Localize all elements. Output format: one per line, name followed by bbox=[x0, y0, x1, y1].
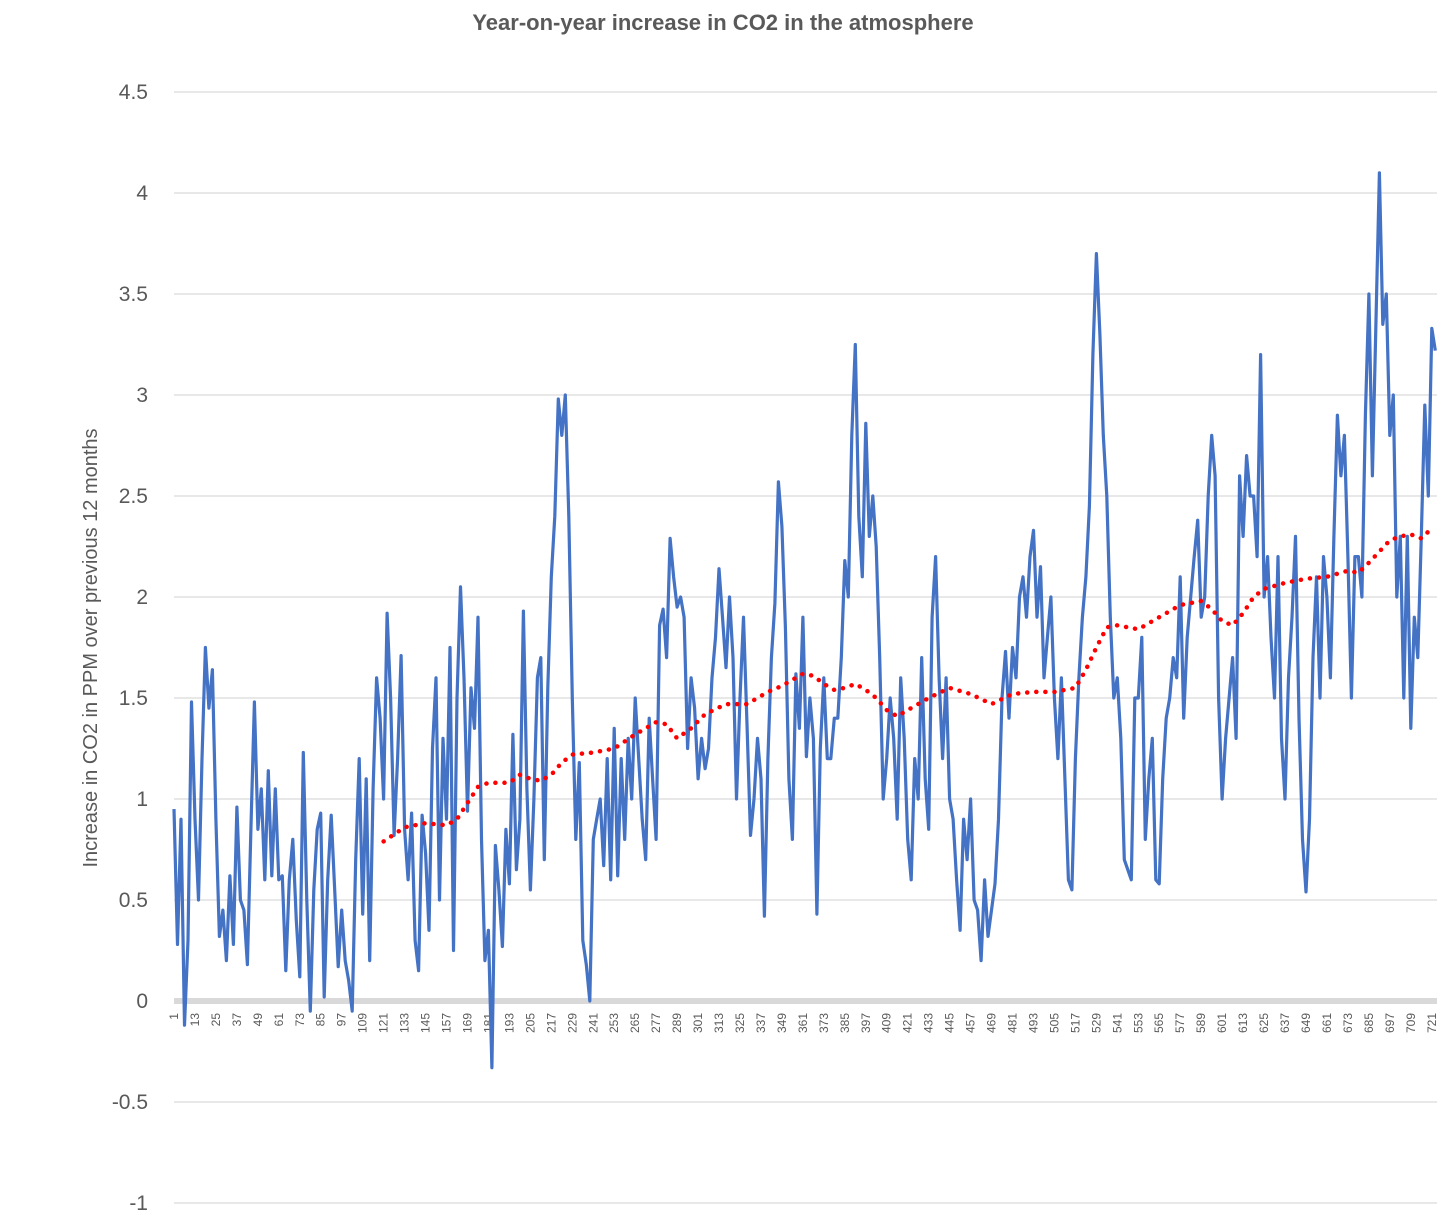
x-tick-label: 697 bbox=[1383, 1013, 1397, 1033]
x-tick-label: 193 bbox=[502, 1013, 516, 1033]
x-tick-label: 625 bbox=[1257, 1013, 1271, 1033]
x-tick-label: 229 bbox=[565, 1013, 579, 1033]
x-tick-label: 481 bbox=[1006, 1013, 1020, 1033]
y-tick-label: 0 bbox=[136, 990, 148, 1013]
y-tick-label: 1.5 bbox=[119, 687, 148, 710]
x-tick-label: 337 bbox=[754, 1013, 768, 1033]
x-tick-label: 49 bbox=[251, 1013, 265, 1027]
x-tick-label: 721 bbox=[1425, 1013, 1439, 1033]
x-tick-label: 301 bbox=[691, 1013, 705, 1033]
y-tick-label: 2 bbox=[136, 586, 148, 609]
x-tick-label: 709 bbox=[1404, 1013, 1418, 1033]
y-tick-label: 1 bbox=[136, 788, 148, 811]
x-tick-label: 421 bbox=[901, 1013, 915, 1033]
x-tick-label: 685 bbox=[1362, 1013, 1376, 1033]
x-tick-label: 37 bbox=[230, 1013, 244, 1027]
gridlines bbox=[174, 91, 1437, 1204]
x-tick-label: 1 bbox=[167, 1013, 181, 1020]
x-tick-label: 169 bbox=[460, 1013, 474, 1033]
trend-line-dotted bbox=[381, 526, 1435, 844]
x-tick-label: 577 bbox=[1173, 1013, 1187, 1033]
x-tick-label: 673 bbox=[1341, 1013, 1355, 1033]
x-tick-label: 277 bbox=[649, 1013, 663, 1033]
x-tick-label: 469 bbox=[985, 1013, 999, 1033]
x-tick-label: 97 bbox=[335, 1013, 349, 1027]
x-tick-label: 109 bbox=[356, 1013, 370, 1033]
x-tick-label: 505 bbox=[1047, 1013, 1061, 1033]
x-tick-label: 289 bbox=[670, 1013, 684, 1033]
x-tick-label: 121 bbox=[377, 1013, 391, 1033]
x-tick-label: 589 bbox=[1194, 1013, 1208, 1033]
y-tick-label: -0.5 bbox=[112, 1091, 148, 1114]
x-tick-label: 145 bbox=[419, 1013, 433, 1033]
x-tick-label: 565 bbox=[1152, 1013, 1166, 1033]
x-tick-label: 601 bbox=[1215, 1013, 1229, 1033]
x-tick-label: 457 bbox=[964, 1013, 978, 1033]
x-axis-tick-labels: 1 13 25 37 49 61 73 85 97 109 121 133 145 157 169 181 19… bbox=[167, 1013, 1439, 1033]
x-tick-label: 409 bbox=[880, 1013, 894, 1033]
x-tick-label: 61 bbox=[272, 1013, 286, 1027]
y-tick-label: 4 bbox=[136, 182, 148, 205]
x-tick-label: 661 bbox=[1320, 1013, 1334, 1033]
x-tick-label: 529 bbox=[1089, 1013, 1103, 1033]
y-tick-label: 3.5 bbox=[119, 283, 148, 306]
y-axis-label: Increase in CO2 in PPM over previous 12 … bbox=[80, 428, 102, 867]
x-tick-label: 253 bbox=[607, 1013, 621, 1033]
x-tick-label: 613 bbox=[1236, 1013, 1250, 1033]
x-tick-label: 493 bbox=[1026, 1013, 1040, 1033]
y-tick-label: 4.5 bbox=[119, 81, 148, 104]
x-tick-label: 361 bbox=[796, 1013, 810, 1033]
x-tick-label: 637 bbox=[1278, 1013, 1292, 1033]
x-tick-label: 373 bbox=[817, 1013, 831, 1033]
x-tick-label: 385 bbox=[838, 1013, 852, 1033]
x-tick-label: 649 bbox=[1299, 1013, 1313, 1033]
x-tick-label: 85 bbox=[314, 1013, 328, 1027]
x-tick-label: 517 bbox=[1068, 1013, 1082, 1033]
x-tick-label: 217 bbox=[544, 1013, 558, 1033]
x-tick-label: 157 bbox=[440, 1013, 454, 1033]
y-tick-label: 3 bbox=[136, 384, 148, 407]
data-series-line bbox=[172, 171, 1437, 1070]
x-tick-label: 445 bbox=[943, 1013, 957, 1033]
series-layer bbox=[172, 171, 1437, 1070]
x-tick-label: 541 bbox=[1110, 1013, 1124, 1033]
x-tick-label: 325 bbox=[733, 1013, 747, 1033]
x-tick-label: 25 bbox=[209, 1013, 223, 1027]
y-tick-label: -1 bbox=[129, 1192, 148, 1215]
x-tick-label: 397 bbox=[859, 1013, 873, 1033]
x-tick-label: 133 bbox=[398, 1013, 412, 1033]
x-tick-label: 13 bbox=[188, 1013, 202, 1027]
x-tick-label: 433 bbox=[922, 1013, 936, 1033]
y-tick-label: 2.5 bbox=[119, 485, 148, 508]
x-tick-label: 553 bbox=[1131, 1013, 1145, 1033]
x-tick-label: 313 bbox=[712, 1013, 726, 1033]
x-tick-label: 265 bbox=[628, 1013, 642, 1033]
x-tick-label: 205 bbox=[523, 1013, 537, 1033]
y-axis-tick-labels: 4.5 4 3.5 3 2.5 2 1.5 1 0.5 0 -0.5 -1 bbox=[112, 81, 149, 1215]
y-tick-label: 0.5 bbox=[119, 889, 148, 912]
x-tick-label: 241 bbox=[586, 1013, 600, 1033]
chart-title: Year-on-year increase in CO2 in the atmo… bbox=[472, 10, 973, 35]
x-tick-label: 349 bbox=[775, 1013, 789, 1033]
x-tick-label: 73 bbox=[293, 1013, 307, 1027]
